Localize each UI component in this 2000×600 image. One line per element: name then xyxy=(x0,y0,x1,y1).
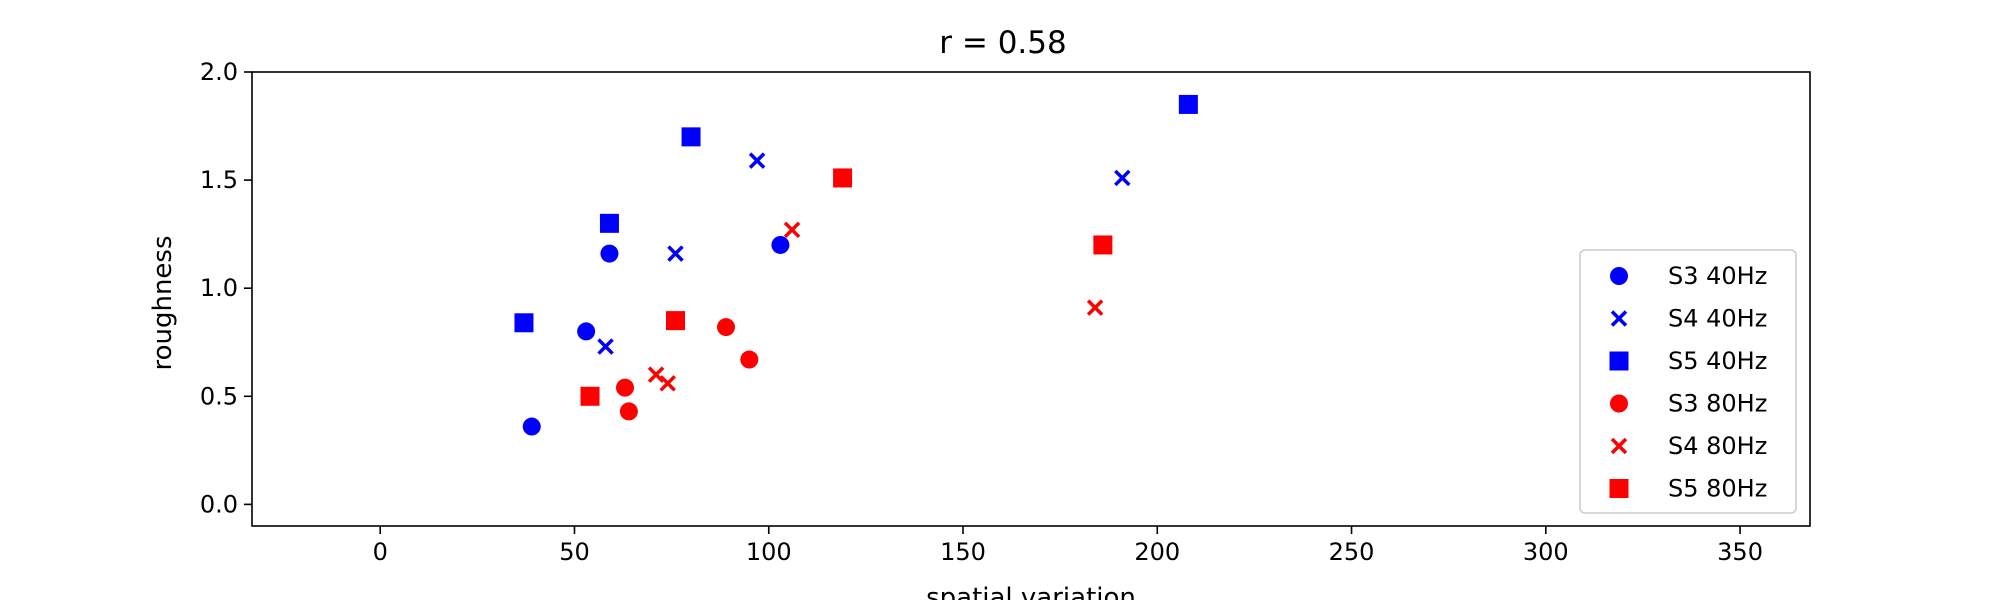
y-tick-label: 1.0 xyxy=(200,274,238,302)
x-tick-label: 0 xyxy=(373,538,388,566)
data-markers xyxy=(514,94,1198,436)
data-point xyxy=(748,152,766,169)
y-tick-label: 2.0 xyxy=(200,58,238,86)
legend-marker xyxy=(1610,437,1628,455)
x-tick-label: 200 xyxy=(1134,538,1180,566)
legend-entry-label: S5 80Hz xyxy=(1668,475,1767,503)
data-point xyxy=(783,221,801,239)
legend-entry-label: S5 40Hz xyxy=(1668,347,1767,375)
data-point xyxy=(1178,94,1198,114)
legend-marker xyxy=(1609,479,1629,498)
plot-area xyxy=(251,71,1811,527)
data-point xyxy=(771,235,790,254)
x-axis-label: spatial variation xyxy=(926,583,1136,600)
data-point xyxy=(1086,299,1104,316)
data-point xyxy=(522,417,541,436)
data-point xyxy=(599,213,619,233)
data-point xyxy=(600,244,619,263)
data-point xyxy=(577,322,596,341)
y-axis-label: roughness xyxy=(148,235,178,370)
data-point xyxy=(619,402,638,421)
data-point xyxy=(833,168,853,188)
legend-entry-label: S4 80Hz xyxy=(1668,432,1767,460)
x-tick-label: 350 xyxy=(1717,538,1763,566)
x-tick-label: 300 xyxy=(1523,538,1569,566)
legend-entry-label: S3 40Hz xyxy=(1668,262,1767,290)
data-point xyxy=(597,338,614,355)
data-point xyxy=(717,318,736,337)
x-tick-label: 100 xyxy=(746,538,792,566)
data-point xyxy=(659,375,676,392)
data-point xyxy=(514,313,534,333)
y-tick-label: 0.0 xyxy=(200,490,238,518)
legend-marker xyxy=(1610,267,1628,285)
data-point xyxy=(647,366,665,383)
legend-marker xyxy=(1609,351,1629,371)
data-point xyxy=(667,245,684,262)
data-point xyxy=(740,350,759,369)
legend-entry-label: S3 80Hz xyxy=(1668,390,1767,418)
y-tick-label: 0.5 xyxy=(200,382,238,410)
legend-marker xyxy=(1610,394,1628,413)
legend: S3 40Hz S4 40Hz S5 40Hz S3 80Hz S4 80Hz S5 80… xyxy=(1579,249,1797,514)
y-axis-ticks: 0.0 0.5 1.0 1.5 2.0 xyxy=(200,58,252,518)
legend-box xyxy=(1579,249,1797,514)
legend-marker xyxy=(1610,310,1628,327)
y-tick-label: 1.5 xyxy=(200,166,238,194)
data-point xyxy=(665,311,685,331)
legend-entry-label: S4 40Hz xyxy=(1668,305,1767,333)
x-axis-ticks: 0 50 100 150 200 250 300 350 xyxy=(373,526,1763,566)
x-tick-label: 50 xyxy=(559,538,590,566)
data-point xyxy=(1093,235,1113,255)
data-point xyxy=(580,386,600,406)
x-tick-label: 250 xyxy=(1329,538,1375,566)
data-point xyxy=(615,378,634,397)
chart-title: r = 0.58 xyxy=(939,25,1066,61)
data-point xyxy=(1114,169,1131,187)
data-point xyxy=(681,127,701,147)
x-tick-label: 150 xyxy=(940,538,986,566)
